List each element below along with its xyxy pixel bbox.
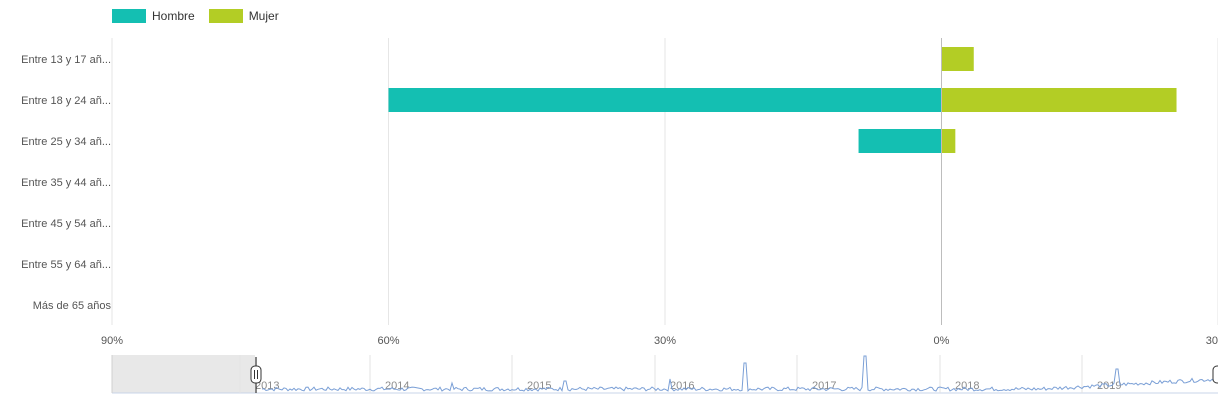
legend-swatch-mujer bbox=[208, 9, 243, 23]
bar-hombre-1 bbox=[388, 88, 942, 112]
bar-mujer-1 bbox=[941, 88, 1177, 112]
category-label-2: Entre 25 y 34 añ... bbox=[21, 136, 111, 148]
legend-swatch-hombre bbox=[112, 9, 146, 23]
legend-label-mujer: Mujer bbox=[248, 9, 279, 23]
legend-item-mujer[interactable]: Mujer bbox=[208, 9, 279, 23]
x-tick-label-2: 30% bbox=[654, 335, 676, 347]
navigator-handle-left[interactable] bbox=[250, 365, 262, 384]
category-label-6: Más de 65 años bbox=[33, 300, 112, 312]
category-label-3: Entre 35 y 44 añ... bbox=[21, 177, 111, 189]
bar-hombre-2 bbox=[858, 129, 942, 153]
legend-label-hombre: Hombre bbox=[152, 9, 195, 23]
category-label-5: Entre 55 y 64 añ... bbox=[21, 259, 111, 271]
bar-mujer-0 bbox=[941, 47, 974, 71]
x-tick-label-0: 90% bbox=[101, 335, 123, 347]
bar-mujer-2 bbox=[941, 129, 956, 153]
category-label-0: Entre 13 y 17 añ... bbox=[21, 54, 111, 66]
navigator-sparkline bbox=[261, 355, 1218, 393]
legend-item-hombre[interactable]: Hombre bbox=[112, 9, 195, 23]
x-tick-label-4: 30 bbox=[1206, 335, 1218, 347]
legend: Hombre Mujer bbox=[112, 9, 293, 23]
navigator-year-label-0: 2013 bbox=[255, 380, 279, 392]
category-label-4: Entre 45 y 54 añ... bbox=[21, 218, 111, 230]
navigator-year-label-5: 2018 bbox=[955, 380, 979, 392]
navigator-handle-right[interactable] bbox=[1212, 365, 1218, 384]
category-label-1: Entre 18 y 24 añ... bbox=[21, 95, 111, 107]
x-tick-label-1: 60% bbox=[377, 335, 399, 347]
x-tick-label-3: 0% bbox=[934, 335, 950, 347]
navigator-year-label-4: 2017 bbox=[812, 380, 836, 392]
navigator-selection bbox=[112, 355, 255, 393]
